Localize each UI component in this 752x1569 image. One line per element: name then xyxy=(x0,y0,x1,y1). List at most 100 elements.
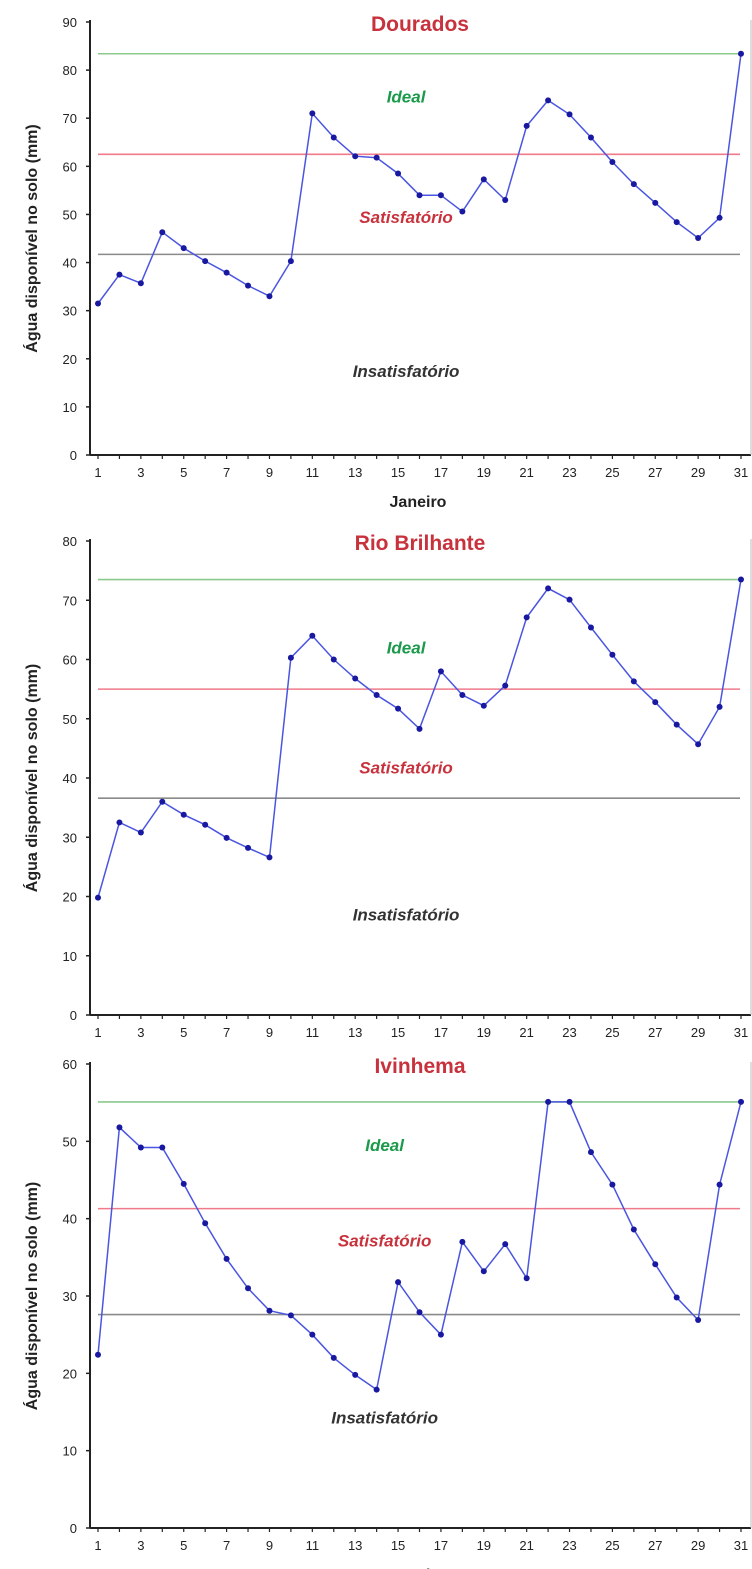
y-tick-label: 90 xyxy=(63,15,77,30)
data-point xyxy=(480,1268,487,1275)
data-point xyxy=(416,192,423,199)
data-point xyxy=(673,1294,680,1301)
data-point xyxy=(480,176,487,183)
data-point xyxy=(330,134,337,141)
series-line xyxy=(97,579,742,898)
data-point xyxy=(673,219,680,226)
data-point xyxy=(266,1307,273,1314)
y-tick-label: 20 xyxy=(63,1366,77,1381)
x-tick-label: 3 xyxy=(137,1538,144,1553)
x-tick-label: 19 xyxy=(477,1025,491,1040)
zone-label: Satisfatório xyxy=(359,758,453,777)
data-point xyxy=(545,1098,552,1105)
data-point xyxy=(159,1144,166,1151)
data-point xyxy=(330,1354,337,1361)
data-point xyxy=(652,199,659,206)
y-tick-label: 0 xyxy=(70,1521,77,1536)
data-point xyxy=(695,1316,702,1323)
chart-title: Dourados xyxy=(371,13,469,36)
data-point xyxy=(480,702,487,709)
data-point xyxy=(545,97,552,104)
data-point xyxy=(695,235,702,242)
data-point xyxy=(416,1309,423,1316)
data-point xyxy=(373,692,380,699)
data-point xyxy=(116,1124,123,1131)
data-point xyxy=(309,632,316,639)
y-tick-label: 50 xyxy=(63,712,77,727)
x-tick-label: 1 xyxy=(94,1025,101,1040)
data-point xyxy=(266,854,273,861)
x-tick-label: 31 xyxy=(734,1538,748,1553)
data-point xyxy=(566,596,573,603)
data-point xyxy=(287,1312,294,1319)
y-tick-label: 0 xyxy=(70,448,77,463)
x-tick-label: 5 xyxy=(180,465,187,480)
x-tick-label: 9 xyxy=(266,1025,273,1040)
data-point xyxy=(95,894,101,901)
x-tick-label: 25 xyxy=(605,1025,619,1040)
x-tick-label: 29 xyxy=(691,1025,705,1040)
data-point xyxy=(566,111,573,118)
data-point xyxy=(266,293,273,300)
y-axis-title: Água disponível no solo (mm) xyxy=(22,124,41,352)
data-point xyxy=(437,1331,444,1338)
data-point xyxy=(587,134,594,141)
data-point xyxy=(630,678,637,685)
y-tick-label: 40 xyxy=(63,1212,77,1227)
x-tick-label: 15 xyxy=(391,1538,405,1553)
x-tick-label: 27 xyxy=(648,1538,662,1553)
x-tick-label: 29 xyxy=(691,1538,705,1553)
data-point xyxy=(245,1285,252,1292)
x-tick-label: 25 xyxy=(605,1538,619,1553)
x-tick-label: 11 xyxy=(306,465,320,480)
data-point xyxy=(395,705,402,712)
y-tick-label: 10 xyxy=(63,400,77,415)
y-tick-label: 70 xyxy=(63,111,77,126)
zone-label: Satisfatório xyxy=(359,208,453,227)
x-tick-label: 31 xyxy=(734,1025,748,1040)
y-tick-label: 10 xyxy=(63,1444,77,1459)
x-tick-label: 25 xyxy=(605,465,619,480)
data-point xyxy=(587,1149,594,1156)
y-axis-title: Água disponível no solo (mm) xyxy=(22,1182,41,1410)
x-tick-label: 17 xyxy=(434,1538,448,1553)
zone-label: Ideal xyxy=(365,1136,405,1155)
zone-label: Insatisfatório xyxy=(353,362,460,381)
data-point xyxy=(137,829,144,836)
data-point xyxy=(545,585,552,592)
chart-title: Rio Brilhante xyxy=(355,532,486,555)
zone-label: Insatisfatório xyxy=(331,1408,438,1427)
data-point xyxy=(502,197,509,204)
x-tick-label: 17 xyxy=(434,465,448,480)
data-point xyxy=(609,651,616,658)
x-tick-label: 19 xyxy=(477,1538,491,1553)
y-tick-label: 20 xyxy=(63,890,77,905)
y-tick-label: 20 xyxy=(63,352,77,367)
data-point xyxy=(738,576,744,583)
data-point xyxy=(738,50,744,57)
data-point xyxy=(223,269,230,276)
data-point xyxy=(223,1255,230,1262)
data-point xyxy=(116,819,123,826)
data-point xyxy=(673,721,680,728)
data-point xyxy=(352,153,359,160)
y-tick-label: 10 xyxy=(63,949,77,964)
x-tick-label: 21 xyxy=(519,1538,533,1553)
x-tick-label: 23 xyxy=(562,465,576,480)
data-point xyxy=(630,1226,637,1233)
x-axis-title: Janeiro xyxy=(390,1567,447,1569)
data-point xyxy=(609,159,616,166)
data-point xyxy=(716,703,723,710)
x-tick-label: 1 xyxy=(94,1538,101,1553)
x-tick-label: 23 xyxy=(562,1538,576,1553)
x-tick-label: 7 xyxy=(223,465,230,480)
x-tick-label: 29 xyxy=(691,465,705,480)
data-point xyxy=(330,656,337,663)
data-point xyxy=(609,1181,616,1188)
x-tick-label: 5 xyxy=(180,1025,187,1040)
x-tick-label: 15 xyxy=(391,465,405,480)
data-point xyxy=(309,1331,316,1338)
data-point xyxy=(137,1144,144,1151)
